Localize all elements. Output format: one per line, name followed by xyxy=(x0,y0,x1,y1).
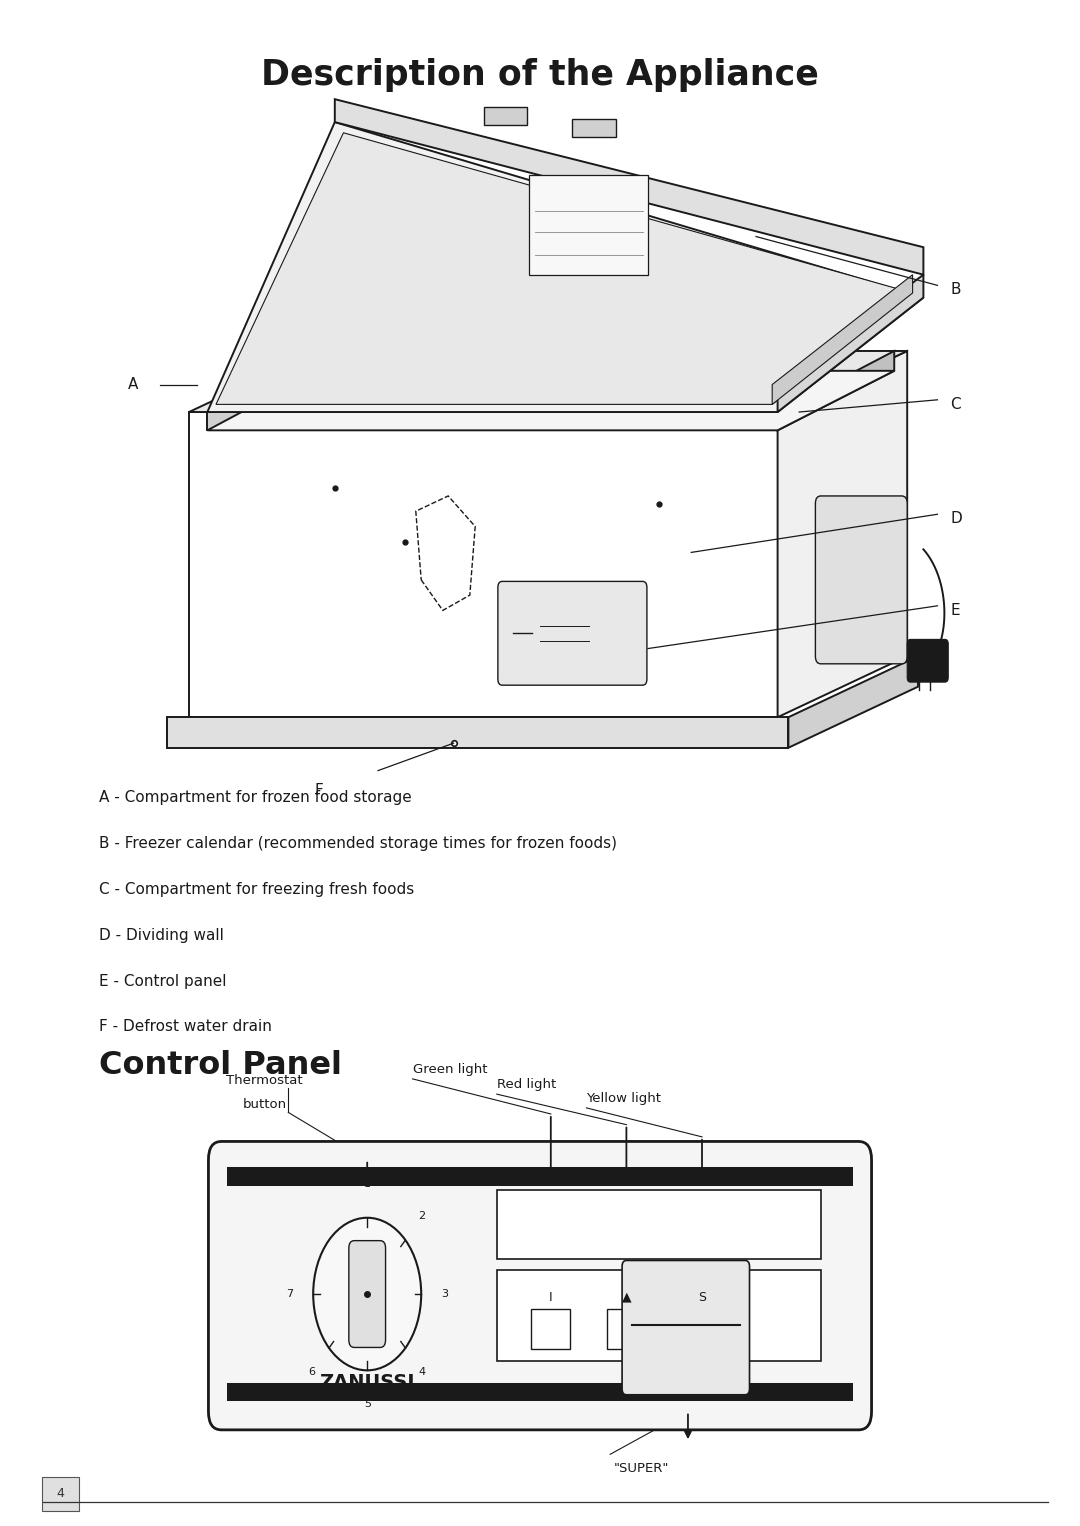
Polygon shape xyxy=(207,122,923,412)
Text: ▲: ▲ xyxy=(622,1291,631,1303)
Text: Description of the Appliance: Description of the Appliance xyxy=(261,58,819,92)
Polygon shape xyxy=(207,371,894,430)
Text: A: A xyxy=(127,377,138,392)
Text: D: D xyxy=(950,511,962,526)
FancyBboxPatch shape xyxy=(498,581,647,685)
FancyBboxPatch shape xyxy=(815,496,907,664)
Text: ZANUSSI: ZANUSSI xyxy=(320,1373,415,1392)
Circle shape xyxy=(313,1218,421,1370)
Text: 4: 4 xyxy=(419,1367,426,1376)
Polygon shape xyxy=(772,275,913,404)
FancyBboxPatch shape xyxy=(227,1167,853,1186)
Text: 3: 3 xyxy=(442,1289,448,1299)
Polygon shape xyxy=(207,412,778,430)
Polygon shape xyxy=(788,656,918,748)
Polygon shape xyxy=(335,99,923,275)
Text: button: button xyxy=(243,1097,286,1111)
Text: 4: 4 xyxy=(56,1488,65,1500)
Text: Red light: Red light xyxy=(497,1077,556,1091)
Text: 7: 7 xyxy=(286,1289,293,1299)
Polygon shape xyxy=(167,717,788,748)
Polygon shape xyxy=(189,351,907,412)
Text: C: C xyxy=(950,397,961,412)
Text: 1: 1 xyxy=(364,1180,370,1189)
FancyBboxPatch shape xyxy=(497,1270,821,1361)
Text: C - Compartment for freezing fresh foods: C - Compartment for freezing fresh foods xyxy=(99,882,415,897)
Polygon shape xyxy=(484,107,527,125)
Text: 2: 2 xyxy=(419,1212,426,1221)
Polygon shape xyxy=(778,351,907,717)
Text: F - Defrost water drain: F - Defrost water drain xyxy=(99,1019,272,1035)
Text: S: S xyxy=(698,1291,706,1303)
Text: E: E xyxy=(950,603,960,618)
Polygon shape xyxy=(216,133,913,404)
Text: "SUPER": "SUPER" xyxy=(613,1462,669,1476)
Text: B: B xyxy=(950,282,961,298)
Text: B - Freezer calendar (recommended storage times for frozen foods): B - Freezer calendar (recommended storag… xyxy=(99,836,618,852)
Polygon shape xyxy=(778,275,923,412)
Text: D - Dividing wall: D - Dividing wall xyxy=(99,928,225,943)
Polygon shape xyxy=(778,351,894,430)
FancyBboxPatch shape xyxy=(42,1477,79,1511)
FancyBboxPatch shape xyxy=(349,1241,386,1347)
Text: A - Compartment for frozen food storage: A - Compartment for frozen food storage xyxy=(99,790,413,806)
Text: 6: 6 xyxy=(309,1367,315,1376)
FancyBboxPatch shape xyxy=(531,1309,570,1349)
FancyBboxPatch shape xyxy=(907,639,948,682)
FancyBboxPatch shape xyxy=(208,1141,872,1430)
FancyBboxPatch shape xyxy=(607,1309,646,1349)
Polygon shape xyxy=(189,412,778,717)
Polygon shape xyxy=(416,496,475,610)
FancyBboxPatch shape xyxy=(227,1383,853,1401)
Polygon shape xyxy=(572,119,616,137)
Text: 5: 5 xyxy=(364,1399,370,1408)
FancyBboxPatch shape xyxy=(683,1309,721,1349)
Text: Thermostat: Thermostat xyxy=(227,1073,302,1087)
FancyBboxPatch shape xyxy=(497,1190,821,1259)
Text: I: I xyxy=(549,1291,553,1303)
Text: Green light: Green light xyxy=(413,1062,487,1076)
FancyBboxPatch shape xyxy=(529,175,648,275)
Text: F: F xyxy=(314,783,323,798)
FancyBboxPatch shape xyxy=(622,1260,750,1395)
Text: Yellow light: Yellow light xyxy=(586,1091,661,1105)
Text: Control Panel: Control Panel xyxy=(99,1050,342,1080)
Text: E - Control panel: E - Control panel xyxy=(99,974,227,989)
